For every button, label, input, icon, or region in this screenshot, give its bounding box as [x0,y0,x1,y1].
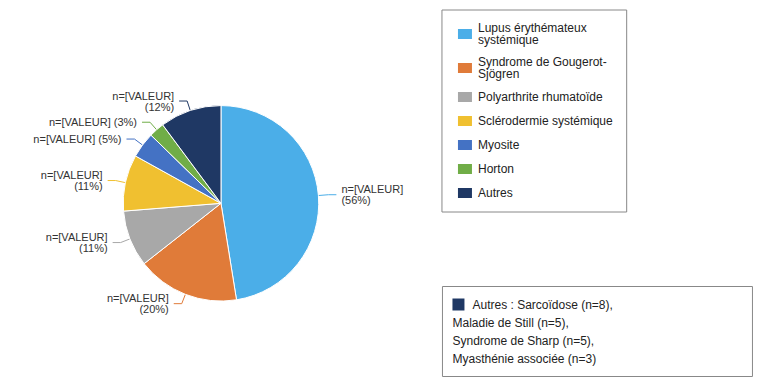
svg-text:Syndrome de Gougerot-: Syndrome de Gougerot- [478,55,607,69]
svg-text:Autres : Sarcoïdose (n=8),: Autres : Sarcoïdose (n=8), [472,298,612,312]
svg-text:n=[VALEUR]: n=[VALEUR] [40,169,103,181]
svg-text:n=[VALEUR]: n=[VALEUR] [112,89,175,102]
svg-text:(56%): (56%) [341,194,370,206]
svg-text:Myosite: Myosite [478,138,520,152]
svg-text:Polyarthrite rhumatoïde: Polyarthrite rhumatoïde [478,90,603,104]
svg-text:n=[VALEUR]: n=[VALEUR] [106,292,169,305]
svg-text:systémique: systémique [478,33,539,47]
svg-text:(11%): (11%) [74,180,103,192]
svg-text:n=[VALEUR]: n=[VALEUR] [45,231,108,244]
svg-text:n=[VALEUR] (5%): n=[VALEUR] (5%) [33,133,121,145]
svg-text:Myasthénie associée (n=3): Myasthénie associée (n=3) [452,352,596,366]
svg-text:Horton: Horton [478,162,514,176]
svg-text:Maladie de Still (n=5),: Maladie de Still (n=5), [452,316,568,330]
svg-text:(20%): (20%) [139,303,168,315]
svg-text:(11%): (11%) [79,242,108,254]
svg-text:Lupus érythémateux: Lupus érythémateux [478,21,587,35]
svg-text:n=[VALEUR] (3%): n=[VALEUR] (3%) [49,116,137,128]
svg-text:Sclérodermie systémique: Sclérodermie systémique [478,114,613,128]
svg-text:Sjögren: Sjögren [478,67,519,81]
svg-text:n=[VALEUR]: n=[VALEUR] [341,183,404,196]
svg-text:(12%): (12%) [145,101,174,113]
svg-text:Syndrome de Sharp (n=5),: Syndrome de Sharp (n=5), [452,334,594,348]
svg-text:Autres: Autres [478,186,513,200]
